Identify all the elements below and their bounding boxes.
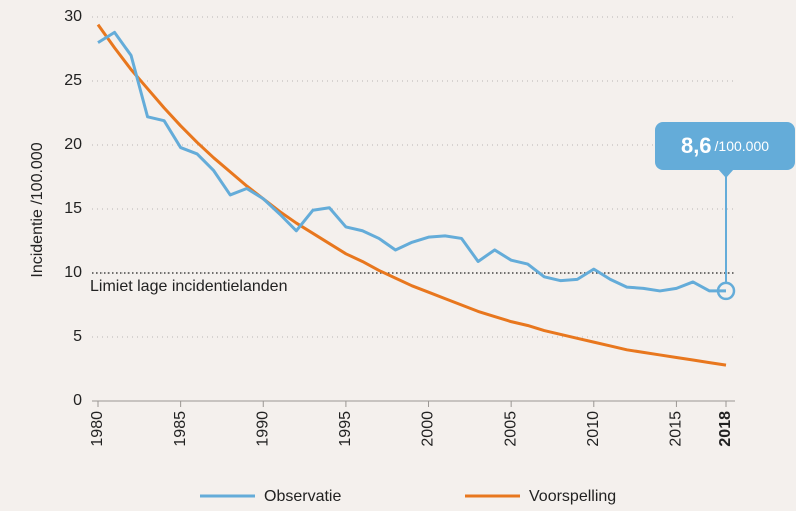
annotation-value: 8,6 (681, 133, 712, 158)
y-tick-label: 5 (73, 328, 82, 345)
x-tick-label: 2018 (717, 411, 734, 447)
y-tick-label: 0 (73, 392, 82, 409)
x-tick-label: 1990 (254, 411, 271, 447)
x-tick-label: 2000 (420, 411, 437, 447)
y-tick-label: 25 (64, 72, 82, 89)
legend-label: Observatie (264, 488, 341, 505)
y-tick-label: 20 (64, 136, 82, 153)
x-tick-label: 2010 (585, 411, 602, 447)
annotation-pointer (718, 169, 734, 178)
y-tick-label: 10 (64, 264, 82, 281)
y-tick-label: 15 (64, 200, 82, 217)
legend-label: Voorspelling (529, 488, 616, 505)
series-line (96, 23, 727, 367)
annotation-box (655, 122, 795, 170)
threshold-label: Limiet lage incidentielanden (90, 278, 287, 295)
y-tick-label: 30 (64, 8, 82, 25)
y-axis-label: Incidentie /100.000 (29, 142, 46, 277)
annotation-unit: /100.000 (715, 138, 770, 154)
x-tick-label: 2005 (502, 411, 519, 447)
x-tick-label: 2015 (668, 411, 685, 447)
x-tick-label: 1985 (172, 411, 189, 447)
annotation-marker (716, 281, 736, 301)
series-line (97, 30, 726, 293)
annotation-text: 8,6/100.000 (681, 133, 769, 158)
x-tick-label: 1995 (337, 411, 354, 447)
x-tick-label: 1980 (89, 411, 106, 447)
